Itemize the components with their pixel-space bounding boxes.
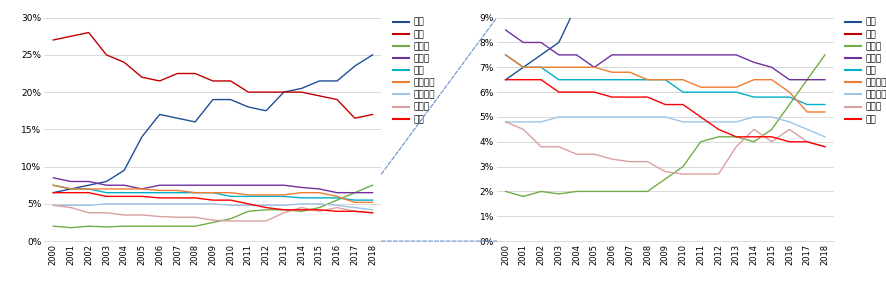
Legend: 中国, 米国, インド, ドイツ, 英国, フランス, イタリア, ロシア, 日本: 中国, 米国, インド, ドイツ, 英国, フランス, イタリア, ロシア, 日…: [844, 18, 886, 124]
Legend: 中国, 米国, インド, ドイツ, 英国, フランス, イタリア, ロシア, 日本: 中国, 米国, インド, ドイツ, 英国, フランス, イタリア, ロシア, 日…: [392, 18, 434, 124]
